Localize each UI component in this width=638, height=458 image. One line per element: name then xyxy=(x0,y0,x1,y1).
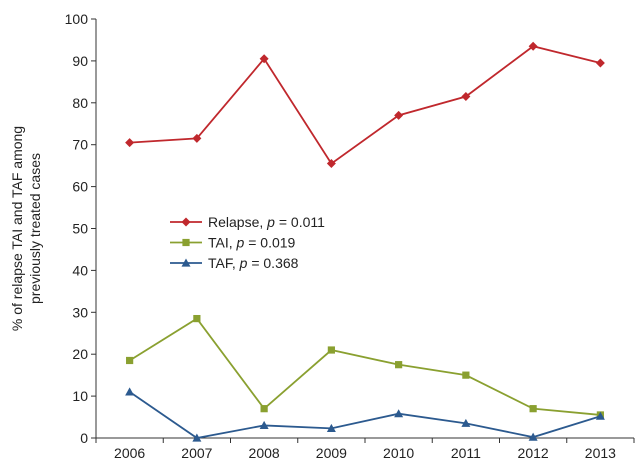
legend-marker xyxy=(181,258,191,267)
legend: Relapse, p = 0.011 TAI, p = 0.019 TAF, p =… xyxy=(170,214,325,271)
y-axis-title-line: % of relapse TAI and TAF among xyxy=(9,126,25,331)
y-axis-title-line: previously treated cases xyxy=(27,153,43,304)
data-point-taf xyxy=(461,418,471,427)
data-point-tai xyxy=(327,346,335,354)
data-point-taf xyxy=(595,411,605,420)
data-point-tai xyxy=(529,405,537,413)
data-point-relapse xyxy=(461,92,471,102)
data-point-relapse xyxy=(259,54,269,64)
y-tick-label: 0 xyxy=(80,430,88,446)
data-point-tai xyxy=(395,361,403,369)
data-point-taf xyxy=(528,432,538,441)
x-tick-label: 2007 xyxy=(181,445,212,458)
y-tick-label: 40 xyxy=(72,262,88,278)
data-point-taf xyxy=(394,409,404,418)
y-tick-label: 70 xyxy=(72,137,88,153)
series-tai xyxy=(126,314,604,419)
series-line-tai xyxy=(129,317,601,416)
x-tick-label: 2006 xyxy=(114,445,145,458)
y-tick-label: 20 xyxy=(72,346,88,362)
data-point-tai xyxy=(193,314,201,323)
data-point-relapse xyxy=(125,138,135,148)
legend-item-taf: TAF, p = 0.368 xyxy=(170,255,299,271)
legend-label: Relapse, p = 0.011 xyxy=(208,214,325,230)
data-point-taf xyxy=(125,387,135,396)
y-tick-label: 10 xyxy=(72,388,88,404)
y-tick-label: 80 xyxy=(72,95,88,111)
x-tick-label: 2009 xyxy=(316,445,347,458)
data-point-relapse xyxy=(528,41,538,51)
data-point-relapse xyxy=(394,110,404,120)
series-line-relapse xyxy=(129,45,601,165)
y-axis-title: % of relapse TAI and TAF among previously… xyxy=(9,126,43,331)
series-relapse xyxy=(125,41,605,169)
data-point-taf xyxy=(259,420,269,430)
data-point-taf xyxy=(192,433,202,442)
data-point-relapse xyxy=(595,58,605,68)
data-point-relapse xyxy=(326,159,336,169)
y-tick-label: 30 xyxy=(72,304,88,320)
y-ticks: 0 10 20 30 40 50 60 70 80 90 100 xyxy=(65,11,96,446)
legend-label: TAI, p = 0.019 xyxy=(208,235,296,251)
legend-item-tai: TAI, p = 0.019 xyxy=(170,235,296,251)
data-point-taf xyxy=(326,423,336,432)
legend-label: TAF, p = 0.368 xyxy=(208,255,299,271)
legend-marker xyxy=(182,238,190,247)
series-taf xyxy=(125,387,605,442)
data-point-tai xyxy=(260,405,268,413)
y-axis-title-text: % of relapse TAI and TAF among previously… xyxy=(9,126,43,331)
data-point-relapse xyxy=(192,133,202,143)
legend-item-relapse: Relapse, p = 0.011 xyxy=(170,214,325,230)
x-ticks: 2006 2007 2008 2009 2010 2011 2012 2013 xyxy=(95,438,635,458)
y-tick-label: 100 xyxy=(65,11,89,27)
x-tick-label: 2008 xyxy=(249,445,280,458)
x-tick-label: 2011 xyxy=(451,445,481,458)
axes xyxy=(95,19,634,439)
y-tick-label: 60 xyxy=(72,179,88,195)
data-point-tai xyxy=(462,371,470,379)
series-line-taf xyxy=(129,391,601,439)
legend-marker xyxy=(181,217,191,227)
x-tick-label: 2012 xyxy=(518,445,549,458)
y-tick-label: 90 xyxy=(72,53,88,69)
y-tick-label: 50 xyxy=(72,221,88,237)
x-tick-label: 2013 xyxy=(585,445,616,458)
x-tick-label: 2010 xyxy=(383,445,414,458)
series-group xyxy=(125,41,605,442)
data-point-tai xyxy=(126,356,134,365)
